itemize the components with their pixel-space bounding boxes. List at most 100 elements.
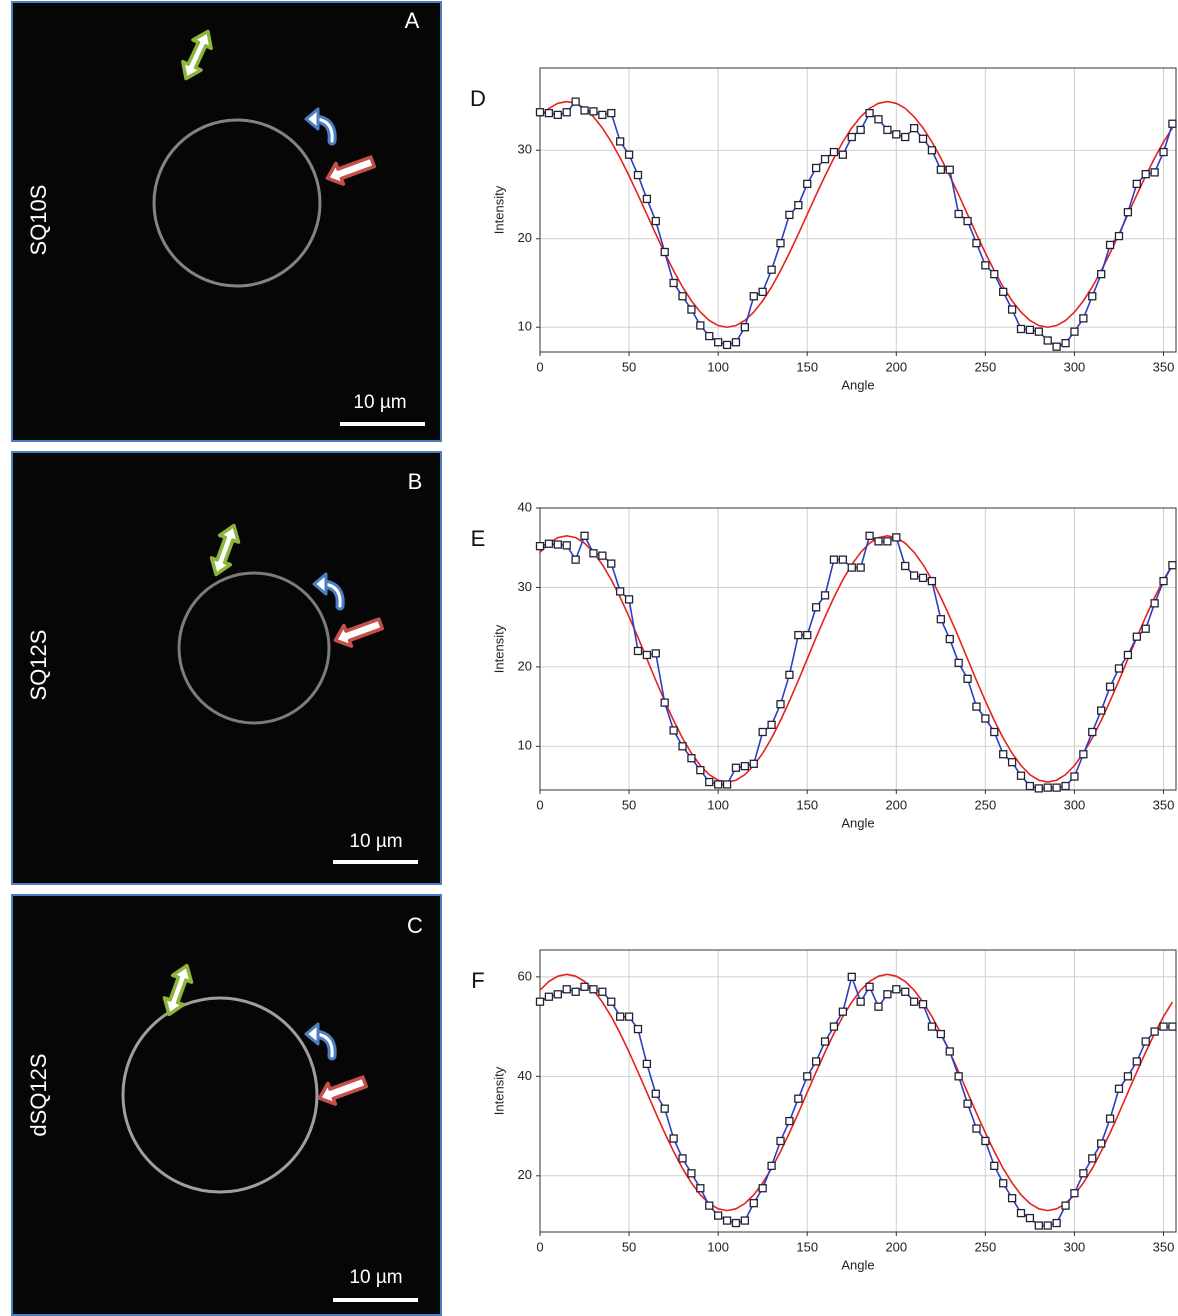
data-point — [803, 179, 812, 189]
data-point — [1132, 179, 1141, 189]
data-point — [705, 1201, 714, 1210]
data-point — [838, 555, 848, 564]
data-point — [892, 985, 901, 994]
data-point — [776, 239, 785, 248]
x-tick-label: 350 — [1153, 797, 1175, 812]
data-point — [829, 555, 839, 564]
data-point — [794, 200, 803, 210]
data-point — [714, 780, 723, 789]
data-point — [758, 727, 767, 737]
data-point — [954, 209, 963, 219]
data-point — [580, 106, 589, 115]
data-point — [1123, 208, 1133, 217]
data-point — [927, 1022, 937, 1031]
data-point — [1088, 727, 1097, 737]
data-point — [678, 742, 687, 751]
plot-frame — [539, 67, 1177, 353]
data-point — [642, 650, 652, 660]
data-point — [696, 321, 705, 330]
data-point — [651, 1089, 660, 1098]
x-axis-label: Angle — [841, 377, 874, 392]
data-point — [731, 763, 741, 772]
data-point — [714, 1211, 723, 1220]
data-point — [705, 777, 714, 787]
data-point — [972, 702, 981, 711]
data-point — [624, 1012, 634, 1021]
data-point — [535, 541, 545, 551]
data-point — [1052, 342, 1061, 351]
data-point — [1168, 1022, 1177, 1031]
data-point — [776, 1136, 785, 1146]
data-point — [990, 727, 999, 737]
micrograph — [11, 1, 442, 442]
data-point — [1052, 1218, 1061, 1228]
x-tick-label: 0 — [536, 797, 543, 812]
data-point — [749, 292, 758, 301]
x-tick-label: 250 — [975, 797, 997, 812]
data-point — [1016, 324, 1026, 334]
data-point — [1132, 1057, 1141, 1066]
x-axis-label: Angle — [841, 1257, 874, 1272]
data-point — [544, 539, 554, 548]
data-point — [936, 165, 945, 174]
data-point — [1159, 147, 1168, 157]
data-point — [642, 194, 652, 204]
data-point — [945, 634, 954, 644]
data-point — [660, 698, 669, 707]
data-point — [972, 239, 981, 248]
plot-frame — [539, 949, 1177, 1233]
data-point — [1097, 706, 1106, 715]
data-point — [874, 115, 883, 124]
vesicle — [177, 571, 331, 725]
data-point — [1061, 339, 1070, 348]
data-point — [616, 587, 625, 596]
data-point — [598, 987, 607, 996]
data-point — [1105, 240, 1115, 250]
panel-label: E — [471, 526, 486, 551]
data-point — [847, 132, 856, 142]
y-tick-label: 10 — [518, 319, 532, 334]
data-point — [999, 287, 1008, 296]
x-tick-label: 200 — [885, 1239, 907, 1254]
data-point — [999, 750, 1008, 759]
data-point — [589, 549, 598, 558]
x-tick-label: 300 — [1064, 359, 1086, 374]
data-point — [535, 997, 545, 1006]
x-tick-label: 100 — [707, 1239, 729, 1254]
data-point — [553, 990, 562, 999]
data-point — [883, 537, 892, 546]
data-point — [1034, 327, 1043, 336]
data-point — [1025, 1213, 1035, 1223]
data-point — [1079, 750, 1088, 759]
data-point — [580, 982, 589, 991]
data-point — [642, 1059, 652, 1069]
data-point — [901, 561, 910, 571]
data-point — [1007, 1194, 1017, 1203]
data-point — [1114, 1084, 1124, 1093]
data-point — [909, 571, 919, 580]
data-point — [909, 997, 919, 1006]
data-point — [660, 247, 669, 257]
x-axis-label: Angle — [841, 815, 874, 830]
data-point — [972, 1124, 981, 1133]
data-point — [562, 108, 571, 117]
data-point — [687, 305, 696, 314]
x-tick-label: 250 — [975, 359, 997, 374]
data-point — [731, 1218, 741, 1228]
data-point — [785, 1116, 794, 1126]
data-point — [669, 1134, 678, 1143]
x-tick-label: 350 — [1153, 1239, 1175, 1254]
data-point — [820, 154, 830, 164]
data-point — [1159, 576, 1168, 586]
data-point — [722, 340, 732, 350]
data-point — [535, 108, 545, 117]
data-point — [669, 278, 678, 288]
data-point — [847, 563, 856, 572]
data-point — [589, 107, 598, 116]
sample-label: dSQ12S — [26, 1053, 51, 1136]
data-point — [883, 990, 892, 999]
x-tick-label: 50 — [622, 1239, 636, 1254]
data-point — [1016, 1208, 1026, 1218]
data-point — [936, 1029, 945, 1039]
data-point — [1070, 1189, 1079, 1198]
